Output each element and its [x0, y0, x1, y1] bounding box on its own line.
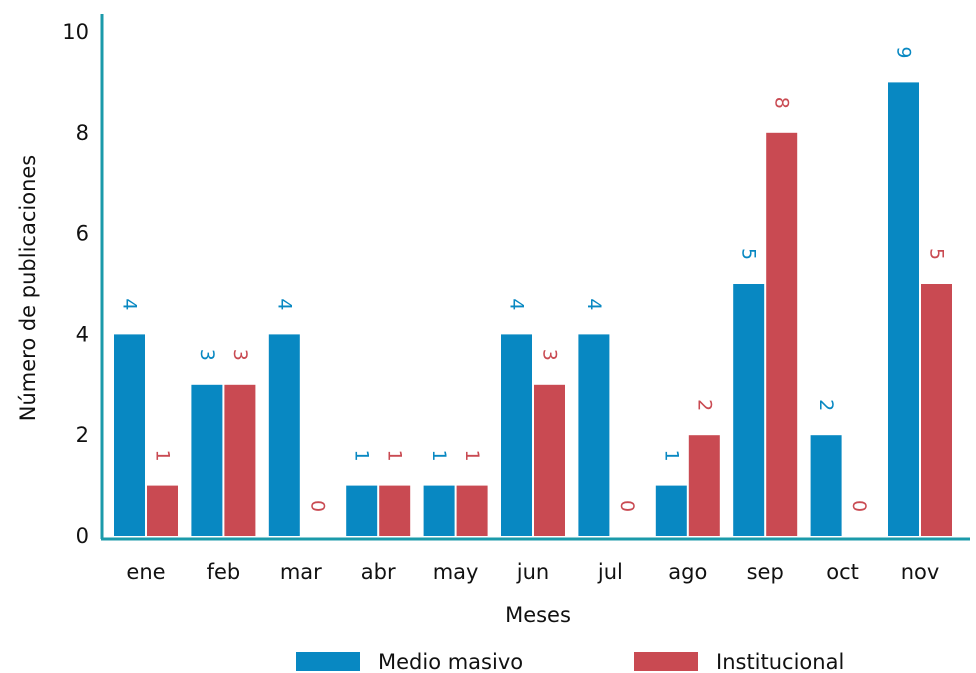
x-tick-label: jul	[597, 560, 623, 584]
data-label: 1	[461, 450, 483, 462]
bar-medio-masivo-may	[423, 485, 455, 536]
data-label: 0	[848, 500, 870, 512]
data-label: 3	[229, 349, 251, 361]
data-label: 4	[506, 298, 528, 310]
data-label: 9	[893, 46, 915, 58]
legend-label-institucional: Institucional	[716, 650, 844, 673]
x-axis-title: Meses	[505, 603, 571, 627]
legend-swatch-institucional	[634, 652, 698, 671]
data-label: 3	[539, 349, 561, 361]
x-tick-label: ago	[668, 560, 707, 584]
data-label: 1	[384, 450, 406, 462]
y-tick-label: 4	[76, 322, 89, 346]
legend: Medio masivo Institucional	[296, 650, 844, 673]
bar-institucional-jun	[534, 384, 565, 536]
y-tick-label: 10	[62, 20, 89, 44]
data-label: 3	[196, 349, 218, 361]
y-tick-label: 0	[76, 524, 89, 548]
y-axis-title: Número de publicaciones	[16, 155, 40, 421]
x-tick-label: jun	[516, 560, 549, 584]
bar-medio-masivo-nov	[888, 82, 919, 537]
x-tick-label: abr	[361, 560, 396, 584]
data-label: 1	[152, 450, 174, 462]
bar-medio-masivo-sep	[733, 284, 765, 536]
x-tick-label: nov	[901, 560, 940, 584]
x-tick-label: sep	[747, 560, 784, 584]
data-label: 1	[351, 450, 373, 462]
bars	[114, 82, 952, 537]
data-label: 5	[738, 248, 760, 260]
data-label: 0	[616, 500, 638, 512]
bar-medio-masivo-abr	[346, 485, 378, 536]
x-tick-label: ene	[126, 560, 165, 584]
bar-institucional-ago	[688, 435, 720, 536]
bar-institucional-sep	[766, 132, 798, 537]
y-axis-ticks: 0 2 4 6 8 10	[62, 20, 89, 548]
y-tick-label: 2	[76, 423, 89, 447]
bar-medio-masivo-feb	[191, 384, 223, 536]
data-label: 4	[273, 298, 295, 310]
bar-institucional-feb	[224, 384, 256, 536]
bar-medio-masivo-oct	[810, 435, 842, 536]
bar-medio-masivo-jun	[501, 334, 532, 536]
data-label: 4	[583, 298, 605, 310]
bar-medio-masivo-ene	[114, 334, 145, 536]
bar-institucional-ene	[147, 485, 178, 536]
bar-institucional-abr	[379, 485, 411, 536]
bar-institucional-nov	[921, 284, 952, 536]
data-label: 8	[771, 97, 793, 109]
y-tick-label: 6	[76, 222, 89, 246]
data-label: 1	[660, 450, 682, 462]
data-label: 1	[428, 450, 450, 462]
bar-institucional-may	[456, 485, 488, 536]
bar-medio-masivo-jul	[578, 334, 610, 536]
bar-medio-masivo-ago	[655, 485, 687, 536]
x-tick-label: oct	[826, 560, 859, 584]
x-tick-label: may	[433, 560, 479, 584]
x-tick-label: mar	[280, 560, 322, 584]
legend-label-medio-masivo: Medio masivo	[378, 650, 523, 673]
y-tick-label: 8	[76, 121, 89, 145]
x-tick-label: feb	[207, 560, 241, 584]
data-label: 2	[815, 399, 837, 411]
data-label: 4	[119, 298, 141, 310]
bar-medio-masivo-mar	[268, 334, 300, 536]
data-label: 0	[306, 500, 328, 512]
legend-swatch-medio-masivo	[296, 652, 360, 671]
x-axis-categories: ene feb mar abr may jun jul ago sep oct nov	[126, 560, 939, 584]
data-label: 5	[926, 248, 948, 260]
data-label: 2	[693, 399, 715, 411]
